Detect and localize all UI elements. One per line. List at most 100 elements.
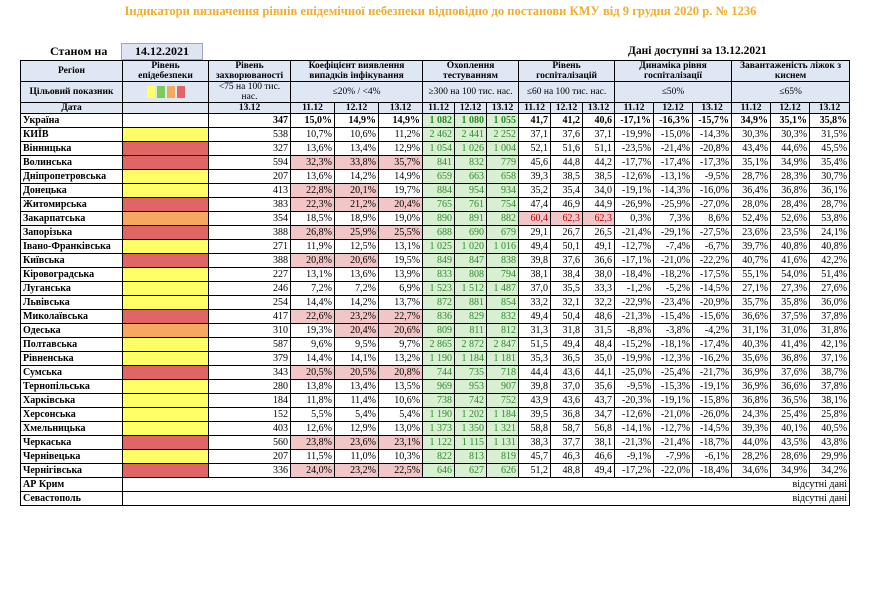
region-name: Кіровоградська [20,267,123,282]
testing-value: 849 [422,253,456,268]
hospitalization-value: 35,2 [518,183,552,198]
testing-value: 752 [486,393,520,408]
morbidity-value: 327 [208,141,291,156]
testing-value: 2 865 [422,337,456,352]
detection-value: 5,4% [334,407,379,422]
occupancy-value: 40,1% [770,421,811,436]
header-dynamics: Динаміка рівня госпіталізації [614,60,733,82]
morbidity-value: 280 [208,379,291,394]
occupancy-value: 40,8% [770,239,811,254]
target-detection: ≤20% / <4% [289,81,424,103]
level-indicator [122,463,209,478]
header-hospitalization: Рівень госпіталізацій [518,60,616,82]
region-name: Луганська [20,281,123,296]
hospitalization-value: 36,6 [582,253,616,268]
occupancy-value: 38,7% [809,365,851,380]
hospitalization-value: 48,6 [582,309,616,324]
region-name: Тернопільська [20,379,123,394]
detection-value: 10,6% [377,393,424,408]
morbidity-value: 560 [208,435,291,450]
hospitalization-value: 41,2 [550,113,584,128]
legend-orange-swatch [166,86,175,98]
detection-value: 11,8% [290,393,335,408]
detection-value: 22,8% [290,183,335,198]
testing-value: 829 [454,309,488,324]
detection-value: 14,4% [290,351,335,366]
occupancy-value: 41,4% [770,337,811,352]
hospitalization-value: 32,1 [550,295,584,310]
occupancy-value: 37,1% [809,351,851,366]
detection-value: 14,2% [334,295,379,310]
region-name: Запорізька [20,225,123,240]
dynamics-value: -12,3% [653,351,694,366]
dynamics-value: -19,1% [614,183,655,198]
detection-value: 5,4% [377,407,424,422]
header-date-level-empty [122,102,209,114]
testing-value: 1 122 [422,435,456,450]
occupancy-value: 36,6% [731,309,772,324]
dynamics-value: -12,7% [614,239,655,254]
hospitalization-value: 32,2 [582,295,616,310]
table-row: Сумська 343 20,5% 20,5% 20,8% 744 735 718 44,4 43… [20,365,851,380]
detection-value: 18,5% [290,211,335,226]
testing-value: 754 [486,197,520,212]
morbidity-value: 538 [208,127,291,142]
dynamics-value: -15,6% [692,309,733,324]
hospitalization-value: 52,1 [518,141,552,156]
header-date-cell: 11.12 [518,102,552,114]
detection-value: 32,3% [290,155,335,170]
detection-value: 14,1% [334,351,379,366]
header-region: Регіон [20,60,123,82]
dynamics-value: -15,0% [653,127,694,142]
table-row: Полтавська 587 9,6% 9,5% 9,7% 2 865 2 872 2 847… [20,337,851,352]
testing-value: 718 [486,365,520,380]
occupancy-value: 37,5% [770,309,811,324]
dynamics-value: -19,9% [614,127,655,142]
dynamics-value: -17,1% [614,253,655,268]
occupancy-value: 23,6% [731,225,772,240]
detection-value: 11,5% [290,449,335,464]
hospitalization-value: 31,8 [550,323,584,338]
occupancy-value: 36,6% [770,379,811,394]
hospitalization-value: 34,7 [582,407,616,422]
occupancy-value: 36,0% [809,295,851,310]
header-date-cell: 12.12 [653,102,694,114]
hospitalization-value: 45,6 [518,155,552,170]
detection-value: 22,6% [290,309,335,324]
detection-value: 13,6% [290,141,335,156]
detection-value: 7,2% [290,281,335,296]
region-name: Вінницька [20,141,123,156]
detection-value: 9,5% [334,337,379,352]
testing-value: 838 [486,253,520,268]
hospitalization-value: 47,4 [518,197,552,212]
as-of-date: 14.12.2021 [121,43,203,60]
occupancy-value: 37,6% [770,365,811,380]
testing-value: 1 487 [486,281,520,296]
missing-data-note: відсутні дані [121,491,851,506]
hospitalization-value: 35,4 [550,183,584,198]
detection-value: 19,0% [377,211,424,226]
occupancy-value: 36,9% [731,365,772,380]
detection-value: 10,3% [377,449,424,464]
testing-value: 1 082 [422,113,456,128]
occupancy-value: 34,9% [770,155,811,170]
testing-value: 1 321 [486,421,520,436]
hospitalization-value: 49,4 [518,309,552,324]
hospitalization-value: 44,2 [582,155,616,170]
hospitalization-value: 38,1 [518,267,552,282]
testing-value: 832 [454,155,488,170]
level-indicator [122,407,209,422]
level-indicator [122,211,209,226]
hospitalization-value: 51,2 [518,463,552,478]
header-detection: Коефіцієнт виявлення випадків інфікуванн… [289,60,424,82]
occupancy-value: 35,1% [731,155,772,170]
occupancy-value: 30,7% [809,169,851,184]
hospitalization-value: 38,5 [582,169,616,184]
table-row: Харківська 184 11,8% 11,4% 10,6% 738 742 752 43,… [20,393,851,408]
occupancy-value: 40,7% [731,253,772,268]
level-indicator [122,379,209,394]
header-morbidity: Рівень захворюваності [208,60,291,82]
occupancy-value: 34,9% [731,113,772,128]
detection-value: 10,6% [334,127,379,142]
detection-value: 23,1% [377,435,424,450]
